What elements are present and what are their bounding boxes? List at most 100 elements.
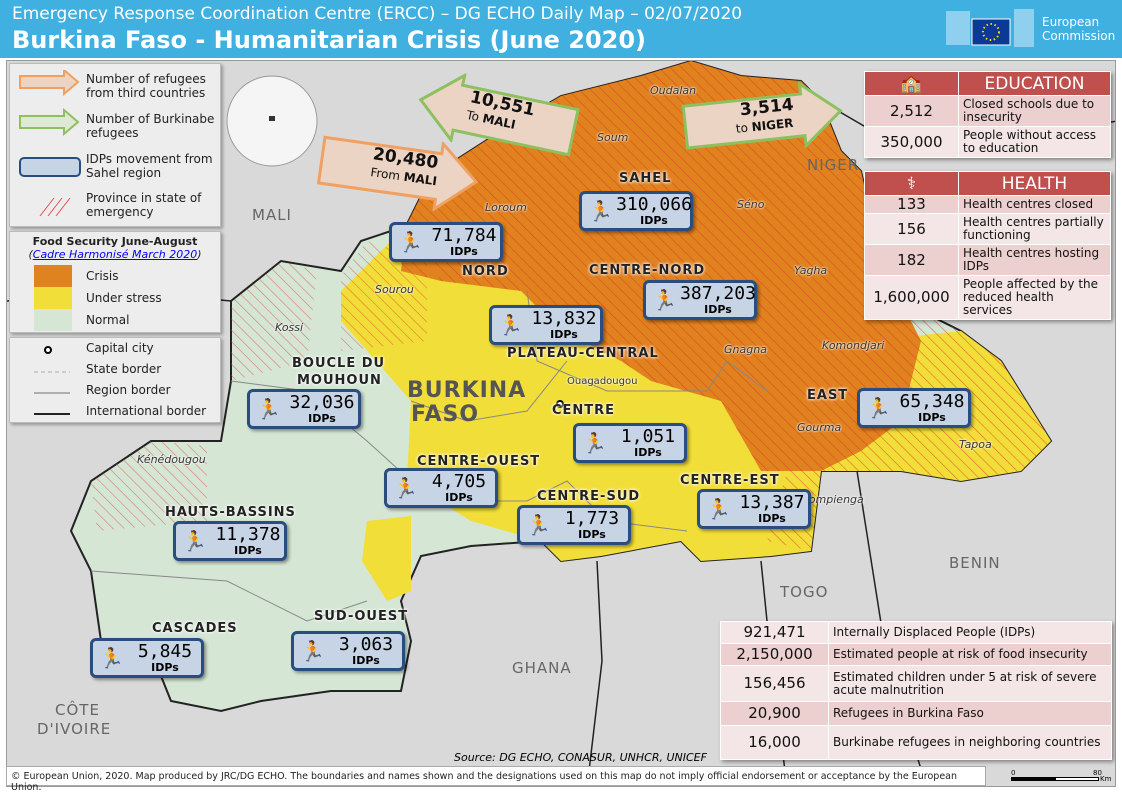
region-label: HAUTS-BASSINS xyxy=(165,505,296,520)
health-title: HEALTH xyxy=(958,171,1111,196)
person-walking-icon: 🏃 xyxy=(526,513,551,537)
region-label: BOUCLE DU xyxy=(292,356,386,371)
province-label: Kossi xyxy=(275,321,304,334)
person-walking-icon: 🏃 xyxy=(588,199,613,223)
emergency-hatch-nord xyxy=(341,241,427,351)
region-border xyxy=(90,570,368,622)
legend-symbols: Number of refugees from third countries … xyxy=(9,63,221,227)
legend-label: Number of Burkinabe refugees xyxy=(86,112,215,140)
country-label: TOGO xyxy=(780,583,829,601)
legend-symbol-icons xyxy=(19,70,81,217)
eu-flag-icon xyxy=(946,9,1034,47)
person-walking-icon: 🏃 xyxy=(498,313,523,337)
province-label: Oudalan xyxy=(650,84,697,97)
region-border xyxy=(410,360,568,422)
state-border xyxy=(586,560,603,786)
country-label: GHANA xyxy=(512,659,572,677)
region-label: CENTRE-SUD xyxy=(537,489,641,504)
education-title: EDUCATION xyxy=(958,71,1111,96)
person-walking-icon: 🏃 xyxy=(182,529,207,553)
education-table: 🏫 EDUCATION 2,512 Closed schools due to in… xyxy=(864,71,1111,158)
region-label: CENTRE xyxy=(552,403,616,418)
province-label: Loroum xyxy=(485,201,527,214)
caduceus-icon: ⚕ xyxy=(864,171,959,196)
idp-callout-boucle-du-mouhoun: 🏃 32,036 IDPs xyxy=(247,389,361,429)
person-walking-icon: 🏃 xyxy=(582,431,607,455)
eu-commission-logo: European Commission xyxy=(946,7,1116,51)
legend-label: Province in state of emergency xyxy=(86,191,202,219)
source-note: Source: DG ECHO, CONASUR, UNHCR, UNICEF xyxy=(454,751,707,764)
legend-food-security: Food Security June-August (Cadre Harmoni… xyxy=(9,231,221,333)
region-label: NORD xyxy=(462,264,509,279)
legend-lines: Capital city State border Region border … xyxy=(9,337,221,423)
school-icon: 🏫 xyxy=(864,71,959,96)
normal-swatch xyxy=(34,309,72,331)
summary-table: 921,471 Internally Displaced People (IDPs… xyxy=(720,621,1112,760)
person-walking-icon: 🏃 xyxy=(393,476,418,500)
header: Emergency Response Coordination Centre (… xyxy=(0,0,1122,58)
globe-locator-mark xyxy=(269,116,275,121)
province-label: Kompienga xyxy=(802,493,864,506)
province-label: Yagha xyxy=(794,264,828,277)
legend-label: Normal xyxy=(86,313,130,327)
region-label: CENTRE-NORD xyxy=(589,263,706,278)
logo-text: European xyxy=(1042,15,1100,29)
stress-swatch xyxy=(34,287,72,309)
legend-label: Under stress xyxy=(86,291,162,305)
idp-callout-cascades: 🏃 5,845 IDPs xyxy=(90,638,204,678)
country-label: NIGER xyxy=(807,156,860,174)
province-label: Soum xyxy=(597,131,629,144)
idp-callout-nord: 🏃 71,784 IDPs xyxy=(389,222,503,262)
idp-callout-centre: 🏃 1,051 IDPs xyxy=(573,423,687,463)
legend-label: Region border xyxy=(86,383,171,397)
idp-callout-hauts-bassins: 🏃 11,378 IDPs xyxy=(173,521,287,561)
country-label: D'IVOIRE xyxy=(37,720,112,738)
legend-label: International border xyxy=(86,404,207,418)
stress-zone-south xyxy=(362,516,411,601)
idp-callout-centre-sud: 🏃 1,773 IDPs xyxy=(517,505,631,545)
region-label: CASCADES xyxy=(152,621,238,636)
person-walking-icon: 🏃 xyxy=(866,396,891,420)
idp-callout-east: 🏃 65,348 IDPs xyxy=(857,388,971,428)
region-label: PLATEAU-CENTRAL xyxy=(507,346,659,361)
region-label: EAST xyxy=(807,388,849,403)
region-label: CENTRE-OUEST xyxy=(417,454,541,469)
emergency-hatch-west xyxy=(231,261,317,381)
health-table: ⚕ HEALTH 133 Health centres closed 156 Heal… xyxy=(864,171,1111,320)
region-label: SUD-OUEST xyxy=(314,609,409,624)
crisis-swatch xyxy=(34,265,72,287)
province-label: Komondjari xyxy=(822,339,885,352)
food-source-link[interactable]: Cadre Harmonisé March 2020 xyxy=(32,248,198,261)
person-walking-icon: 🏃 xyxy=(300,639,325,663)
person-walking-icon: 🏃 xyxy=(398,230,423,254)
province-label: Séno xyxy=(737,198,765,211)
idp-callout-centre-ouest: 🏃 4,705 IDPs xyxy=(384,468,498,508)
legend-label: IDPs movement from Sahel region xyxy=(86,152,213,180)
burkina-label: BURKINA FASO xyxy=(407,378,527,427)
legend-label: Number of refugees from third countries xyxy=(86,72,206,100)
logo-text: Commission xyxy=(1042,29,1116,43)
arrow-refugees-from-mali: 20,480 From MALI xyxy=(315,125,483,217)
country-label: BENIN xyxy=(949,554,1001,572)
legend-label: Capital city xyxy=(86,341,154,355)
idp-callout-plateau-central: 🏃 13,832 IDPs xyxy=(489,305,603,345)
person-walking-icon: 🏃 xyxy=(256,397,281,421)
emergency-hatch-kenedougou xyxy=(91,441,207,531)
map-area: MALI NIGER BENIN TOGO GHANA CÔTE D'IVOIR… xyxy=(6,60,1116,787)
map-title: Burkina Faso - Humanitarian Crisis (June… xyxy=(12,26,647,54)
arrow-refugees-to-mali: 10,551 To MALI xyxy=(411,65,582,167)
region-border xyxy=(526,290,768,392)
idp-callout-sahel: 🏃 310,066 IDPs xyxy=(579,191,693,231)
region-label: MOUHOUN xyxy=(297,373,382,388)
idp-callout-centre-nord: 🏃 387,203 IDPs xyxy=(643,280,757,320)
country-label: CÔTE xyxy=(55,701,100,719)
region-label: SAHEL xyxy=(619,171,672,186)
legend-title: Food Security June-August xyxy=(32,235,198,248)
province-label: Gourma xyxy=(797,421,842,434)
province-label: Gnagna xyxy=(724,343,767,356)
person-walking-icon: 🏃 xyxy=(706,497,731,521)
idp-callout-sud-ouest: 🏃 3,063 IDPs xyxy=(291,631,405,671)
idp-callout-centre-est: 🏃 13,387 IDPs xyxy=(697,489,811,529)
capital-city-icon xyxy=(556,400,564,408)
province-label: Sourou xyxy=(375,283,414,296)
